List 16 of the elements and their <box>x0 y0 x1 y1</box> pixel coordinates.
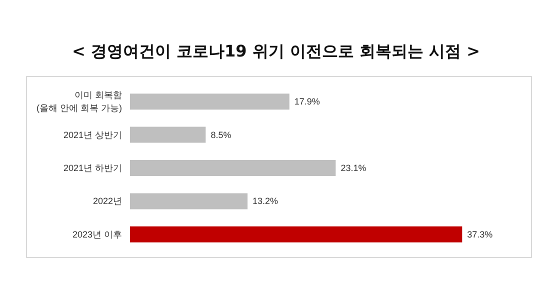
y-tick-label: 이미 회복함 (올해 안에 회복 가능) <box>36 90 122 114</box>
data-label: 23.1% <box>340 163 366 173</box>
bar <box>130 94 290 110</box>
chart-title: < 경영여건이 코로나19 위기 이전으로 회복되는 시점 > <box>72 42 480 60</box>
data-label: 37.3% <box>467 229 493 240</box>
y-tick-label: 2021년 하반기 <box>63 163 122 173</box>
bar <box>130 126 206 143</box>
y-tick-label: 2021년 상반기 <box>63 130 122 140</box>
data-label: 8.5% <box>210 130 232 140</box>
bar <box>130 193 248 210</box>
data-label: 17.9% <box>294 96 320 107</box>
data-label: 13.2% <box>252 196 278 206</box>
y-tick-label: 2022년 <box>92 196 122 206</box>
bar <box>130 160 336 176</box>
bar <box>130 226 462 242</box>
y-tick-label: 2023년 이후 <box>72 229 122 240</box>
